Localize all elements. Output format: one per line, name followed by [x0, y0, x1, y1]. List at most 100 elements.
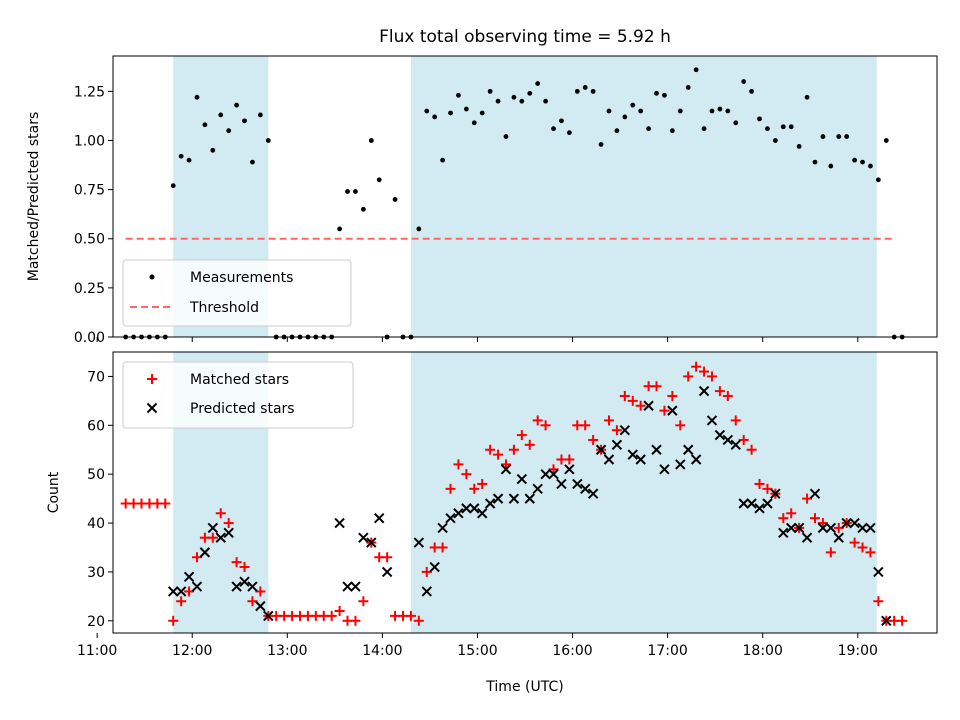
- marker-stroke: [183, 571, 195, 583]
- measurement-point: [234, 102, 240, 108]
- marker-stroke: [215, 532, 226, 543]
- predicted-star-point: [207, 522, 219, 534]
- measurement-point: [796, 143, 802, 149]
- measurement-point: [582, 85, 588, 90]
- matched-star-point: [382, 552, 393, 563]
- measurement-point: [741, 79, 747, 84]
- legend-matched-label: Matched stars: [190, 372, 289, 388]
- predicted-star-point: [429, 561, 440, 573]
- legend-matched-marker: [147, 374, 157, 384]
- predicted-star-point: [643, 400, 654, 411]
- legend-threshold-label: Threshold: [189, 300, 259, 316]
- y-tick-label: 30: [87, 565, 105, 581]
- marker-stroke: [738, 498, 749, 509]
- predicted-star-point: [572, 478, 583, 490]
- measurement-point: [257, 112, 263, 118]
- legend-measurements-label: Measurements: [190, 270, 293, 286]
- marker-stroke: [746, 498, 757, 509]
- matched-star-point: [453, 459, 464, 470]
- predicted-star-point: [667, 405, 678, 416]
- predicted-star-point: [524, 493, 535, 504]
- matched-star-point: [651, 381, 662, 392]
- predicted-star-point: [683, 444, 694, 455]
- y-tick-label: 70: [87, 369, 105, 385]
- bottom-y-axis-label: Count: [46, 471, 62, 513]
- bottom-x-axis-label: Time (UTC): [485, 679, 563, 695]
- predicted-star-point: [659, 464, 670, 475]
- marker-stroke: [500, 464, 512, 475]
- predicted-star-point: [183, 571, 195, 583]
- marker-stroke: [714, 429, 726, 441]
- marker-stroke: [247, 581, 258, 592]
- marker-stroke: [881, 615, 892, 626]
- marker-stroke: [508, 493, 520, 504]
- legend-predicted-label: Predicted stars: [190, 401, 295, 417]
- matched-star-point: [699, 366, 710, 377]
- measurement-point: [432, 114, 438, 120]
- matched-star-point: [516, 430, 527, 441]
- measurements-points: [123, 67, 905, 340]
- marker-stroke: [199, 547, 211, 558]
- predicted-star-point: [698, 385, 710, 397]
- measurement-point: [875, 177, 881, 183]
- predicted-star-point: [175, 586, 187, 597]
- matched-star-point: [603, 415, 614, 426]
- predicted-star-point: [199, 547, 211, 558]
- predicted-star-point: [817, 522, 829, 534]
- measurement-point: [868, 163, 873, 169]
- x-tick-label: 13:00: [267, 643, 307, 659]
- measurement-point: [487, 88, 493, 94]
- measurement-point: [535, 81, 541, 86]
- marker-stroke: [635, 454, 646, 465]
- marker-stroke: [492, 493, 504, 504]
- x-tick-label: 19:00: [838, 643, 878, 659]
- marker-stroke: [762, 498, 773, 509]
- measurement-point: [559, 118, 564, 124]
- predicted-star-point: [461, 503, 472, 514]
- measurement-point: [638, 108, 644, 114]
- marker-stroke: [191, 581, 203, 592]
- measurement-point: [630, 102, 636, 108]
- matched-star-point: [231, 557, 242, 568]
- matched-star-point: [825, 547, 836, 558]
- measurement-point: [590, 88, 596, 94]
- matched-star-point: [706, 371, 717, 382]
- predicted-star-point: [754, 503, 765, 514]
- measurement-point: [424, 108, 430, 114]
- measurement-point: [416, 226, 422, 232]
- predicted-star-point: [881, 615, 892, 626]
- measurement-point: [685, 85, 691, 90]
- matched-star-point: [580, 420, 591, 431]
- matched-star-point: [675, 420, 686, 431]
- marker-stroke: [484, 498, 496, 509]
- top-shaded-intervals: [173, 56, 877, 337]
- marker-stroke: [334, 517, 345, 529]
- measurement-point: [503, 134, 509, 139]
- predicted-star-point: [595, 444, 607, 455]
- x-tick-label: 14:00: [362, 643, 402, 659]
- matched-star-point: [255, 586, 266, 597]
- measurement-point: [757, 116, 762, 122]
- matched-star-point: [738, 434, 749, 445]
- predicted-star-point: [841, 517, 852, 529]
- top-x-ticks: [96, 337, 859, 342]
- matched-star-point: [897, 615, 908, 626]
- marker-stroke: [619, 424, 631, 436]
- marker-stroke: [572, 478, 583, 490]
- measurement-point: [471, 120, 477, 126]
- marker-stroke: [548, 468, 559, 480]
- matched-star-point: [445, 483, 456, 494]
- y-tick-label: 50: [87, 467, 105, 483]
- predicted-star-point: [690, 454, 702, 465]
- predicted-star-point: [865, 522, 876, 534]
- predicted-star-point: [540, 468, 551, 480]
- marker-stroke: [627, 449, 638, 460]
- measurement-point: [860, 159, 865, 165]
- matched-star-point: [619, 390, 630, 401]
- measurement-point: [543, 98, 548, 104]
- marker-stroke: [698, 385, 710, 397]
- matched-star-point: [611, 425, 622, 436]
- x-tick-label: 17:00: [647, 643, 687, 659]
- marker-stroke: [381, 566, 393, 578]
- matched-star-point: [160, 498, 171, 509]
